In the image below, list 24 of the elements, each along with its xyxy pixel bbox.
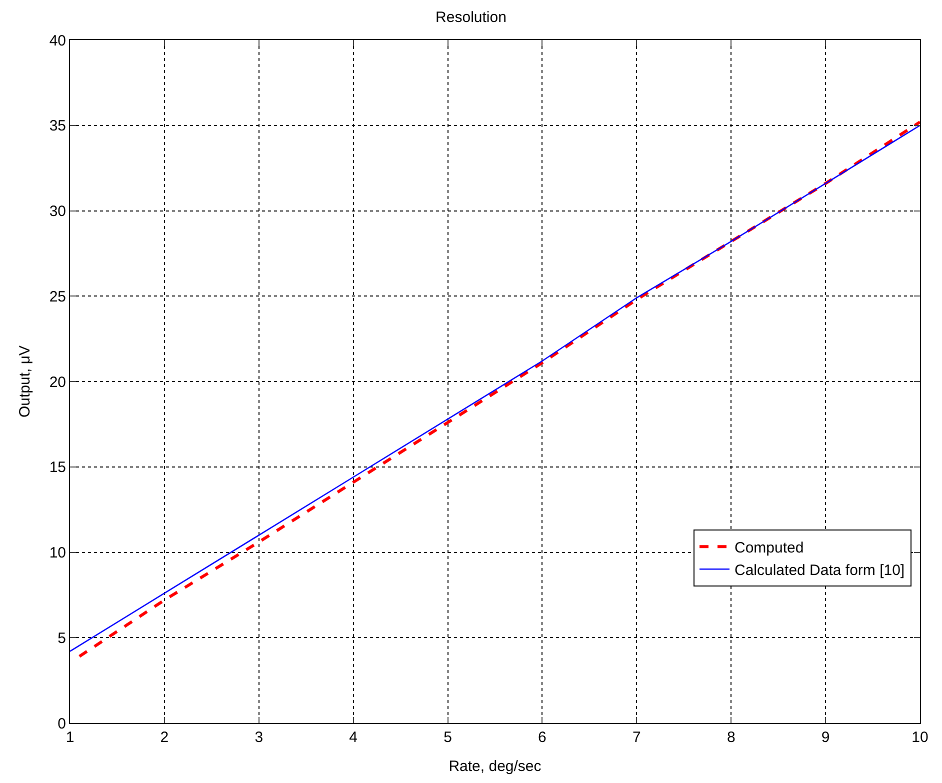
y-tick-label: 10 [49,544,66,562]
legend-label: Computed [734,540,804,556]
x-tick-label: 7 [632,729,641,746]
x-tick-label: 6 [538,729,546,746]
y-tick-label: 5 [58,630,66,647]
legend-label: Calculated Data form [10] [734,562,905,579]
chart-title: Resolution [436,9,506,26]
y-tick-label: 20 [49,374,66,391]
x-tick-label: 9 [821,729,830,746]
y-tick-label: 40 [49,32,66,50]
y-tick-label: 15 [49,459,66,476]
y-axis-title: Output, μV [16,345,34,418]
x-tick-label: 3 [254,729,264,746]
x-tick-label: 1 [66,729,74,746]
y-tick-label: 25 [49,288,66,306]
y-tick-label: 30 [49,203,66,220]
x-tick-label: 10 [912,729,928,746]
y-tick-label: 35 [49,118,66,135]
x-tick-label: 8 [726,729,736,746]
x-tick-label: 2 [160,729,169,746]
x-tick-label: 5 [444,729,452,746]
x-axis-title: Rate, deg/sec [448,758,542,775]
x-tick-label: 4 [349,729,358,746]
y-tick-label: 0 [58,715,66,732]
